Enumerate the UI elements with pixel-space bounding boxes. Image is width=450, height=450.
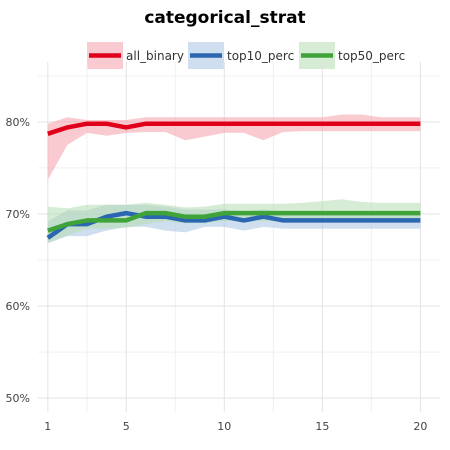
legend-label-all-binary: all_binary: [126, 49, 184, 63]
y-tick-label: 80%: [6, 116, 30, 129]
confidence-bands: [47, 114, 421, 244]
legend-label-top50-perc: top50_perc: [338, 49, 405, 63]
y-tick-label: 70%: [6, 208, 30, 221]
y-tick-label: 50%: [6, 392, 30, 405]
x-tick-label: 5: [123, 420, 130, 433]
series-lines: [46, 121, 421, 240]
band-top50-perc: [47, 199, 421, 243]
y-axis-ticks: 50% 60% 70% 80%: [6, 116, 30, 405]
series-line-all-binary: [47, 121, 421, 136]
legend-label-top10-perc: top10_perc: [227, 49, 294, 63]
x-axis-ticks: 1 5 10 15 20: [44, 420, 427, 433]
series-line-top50-perc: [47, 210, 421, 233]
x-tick-label: 10: [217, 420, 231, 433]
x-tick-label: 20: [413, 420, 427, 433]
grid: [38, 62, 440, 412]
y-tick-label: 60%: [6, 300, 30, 313]
x-tick-label: 1: [44, 420, 51, 433]
band-all-binary: [47, 114, 421, 180]
series-line-top10-perc: [46, 210, 421, 240]
x-tick-label: 15: [315, 420, 329, 433]
legend: all_binary top10_perc top50_perc: [87, 42, 405, 69]
chart-title: categorical_strat: [144, 8, 305, 28]
